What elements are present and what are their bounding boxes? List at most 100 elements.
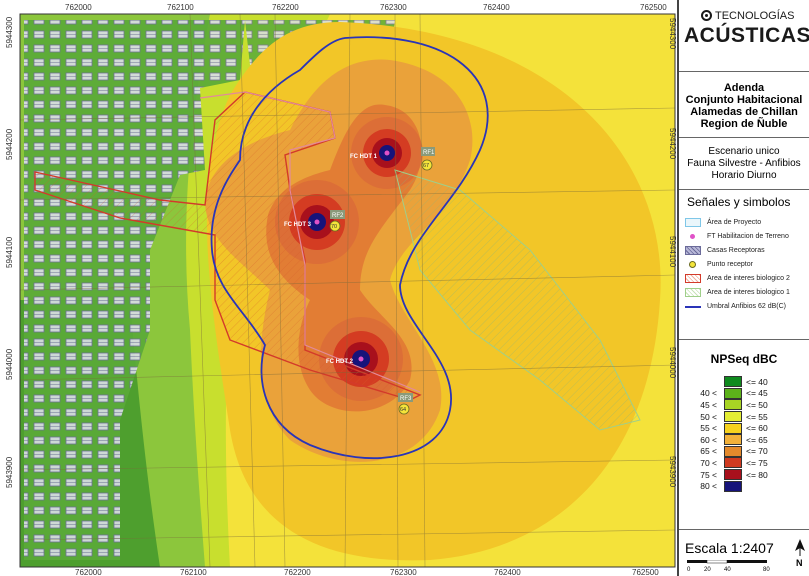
logo-block: TECNOLOGÍAS ACÚSTICAS: [679, 0, 809, 72]
noise-level-legend: NPSeq dBC <= 40 40 < <= 45 45 < <= 50 50 <…: [679, 340, 809, 530]
noise-row-high: <= 65: [746, 434, 768, 445]
noise-row-low: 60 <: [700, 434, 717, 445]
x-tick-bottom-4: 762300: [390, 568, 417, 576]
source-point-3[interactable]: [314, 219, 320, 225]
project-title-block: Adenda Conjunto Habitacional Alamedas de…: [679, 72, 809, 138]
noise-row-swatch: [724, 434, 742, 446]
legend-item-label: Area de interes biologico 1: [707, 288, 790, 296]
receiver-point-1[interactable]: [421, 159, 433, 171]
bio-area-1-swatch: [685, 287, 701, 297]
scale-tick-40: 40: [724, 567, 731, 572]
scenario-line: Horario Diurno: [711, 170, 777, 181]
noise-row-high: <= 75: [746, 457, 768, 468]
x-tick-top-2: 762100: [167, 3, 194, 12]
receiver-tag-1: [421, 147, 435, 156]
scenario-line: Escenario unico: [708, 146, 780, 157]
legend-item-label: Área de Proyecto: [707, 218, 762, 226]
noise-row-high: <= 70: [746, 446, 768, 457]
logo-icon: [701, 10, 712, 21]
legend-item-bio-area-1: Area de interes biologico 1: [685, 285, 809, 299]
x-tick-bottom-1: 762000: [75, 568, 102, 576]
project-area-outline: [199, 91, 421, 393]
scale-label: Escala 1:2407: [685, 540, 774, 556]
x-axis-ticks-bottom: 762000 762100 762200 762300 762400 76250…: [75, 568, 659, 576]
source-label-1: FC HDT 1: [350, 154, 378, 160]
receiver-value-1: 67: [423, 163, 429, 169]
x-tick-top-5: 762400: [483, 3, 510, 12]
noise-legend-row: 60 < <= 65: [689, 434, 780, 446]
legend-item-label: Umbral Anfibios 62 dB(C): [707, 302, 786, 310]
receiver-point-3[interactable]: [398, 403, 410, 415]
legend-item-source: FT Habilitacion de Terreno: [685, 229, 809, 243]
title-line: Adenda: [723, 82, 765, 94]
symbols-legend: Señales y simbolos Área de Proyecto FT H…: [679, 190, 809, 340]
noise-row-high: <= 55: [746, 411, 768, 422]
source-label-3: FC HDT 3: [284, 222, 312, 228]
noise-row-swatch: [724, 457, 742, 469]
legend-title: Señales y simbolos: [687, 195, 791, 209]
noise-row-low: 80 <: [700, 481, 717, 492]
x-tick-bottom-6: 762500: [632, 568, 659, 576]
x-tick-bottom-2: 762100: [180, 568, 207, 576]
legend-item-receiver-point: Punto receptor: [685, 257, 809, 271]
scale-block: Escala 1:2407 0 20 40 80 N: [679, 530, 809, 576]
x-axis-ticks-top: 762000 762100 762200 762300 762400 76250…: [65, 3, 667, 12]
noise-row-low: 70 <: [700, 457, 717, 468]
source-point-2[interactable]: [358, 356, 364, 362]
receiver-tag-3: [398, 393, 413, 402]
y-tick-left-1: 5944300: [5, 16, 14, 48]
noise-row-swatch: [724, 469, 742, 481]
noise-legend-row: 40 < <= 45: [689, 387, 780, 400]
receiver-point-2[interactable]: [329, 220, 341, 232]
noise-legend-table: <= 40 40 < <= 45 45 < <= 50 50 < <= 55 55 <…: [689, 376, 780, 492]
logo-bottom-text: ACÚSTICAS: [684, 24, 809, 47]
y-tick-left-4: 5944000: [5, 348, 14, 380]
logo-top-line: TECNOLOGÍAS: [701, 10, 794, 22]
receiver-markers: RF1 67 RF2 70 RF3 64: [329, 147, 435, 415]
scale-tick-80: 80: [763, 567, 770, 572]
noise-legend-row: 45 < <= 50: [689, 399, 780, 411]
y-tick-left-3: 5944100: [5, 236, 14, 268]
legend-item-label: Area de interes biologico 2: [707, 274, 790, 282]
noise-map-canvas: FC HDT 1 FC HDT 3 FC HDT 2 RF1 67 RF2 70…: [5, 3, 677, 576]
noise-legend-row: 75 < <= 80: [689, 469, 780, 481]
source-label-2: FC HDT 2: [326, 359, 354, 365]
map-side-panel: TECNOLOGÍAS ACÚSTICAS Adenda Conjunto Ha…: [677, 0, 809, 576]
noise-row-swatch: [724, 399, 742, 411]
legend-item-threshold: Umbral Anfibios 62 dB(C): [685, 299, 809, 313]
scenario-line: Fauna Silvestre - Anfibios: [687, 158, 801, 169]
legend-item-label: Punto receptor: [707, 260, 753, 268]
noise-legend-row: <= 40: [689, 376, 780, 388]
y-tick-right-1: 5944300: [668, 18, 677, 50]
noise-row-swatch: [724, 422, 742, 434]
threshold-62-contour: [210, 36, 489, 460]
noise-row-low: 55 <: [700, 423, 717, 434]
noise-row-swatch: [724, 445, 742, 457]
logo-top-text: TECNOLOGÍAS: [715, 10, 795, 22]
y-tick-right-2: 5944200: [668, 128, 677, 160]
noise-row-swatch: [724, 411, 742, 423]
legend-item-project-area: Área de Proyecto: [685, 215, 809, 229]
legend-item-label: Casas Receptoras: [707, 246, 765, 254]
noise-legend-row: 80 <: [689, 480, 780, 492]
x-tick-top-4: 762300: [380, 3, 407, 12]
source-point-1[interactable]: [384, 150, 390, 156]
y-tick-left-2: 5944200: [5, 128, 14, 160]
receiver-id-2: RF2: [332, 213, 344, 219]
legend-item-bio-area-2: Area de interes biologico 2: [685, 271, 809, 285]
north-arrow-icon: N: [795, 539, 805, 568]
noise-map: FC HDT 1 FC HDT 3 FC HDT 2 RF1 67 RF2 70…: [5, 3, 677, 576]
legend-item-receptor-houses: Casas Receptoras: [685, 243, 809, 257]
road-lines: [19, 13, 676, 568]
y-axis-ticks-left: 5944300 5944200 5944100 5944000 5943900: [5, 16, 14, 488]
noise-row-high: <= 40: [746, 376, 768, 387]
bio-area-1-polygon: [394, 169, 641, 431]
y-tick-right-4: 5944000: [668, 347, 677, 379]
receiver-id-3: RF3: [400, 396, 412, 402]
y-tick-right-3: 5944100: [668, 236, 677, 268]
scale-tick-0: 0: [687, 567, 691, 572]
receiver-point-swatch: [685, 260, 701, 269]
receiver-tag-2: [330, 210, 345, 219]
x-tick-top-6: 762500: [640, 3, 667, 12]
receiver-value-3: 64: [400, 407, 406, 413]
